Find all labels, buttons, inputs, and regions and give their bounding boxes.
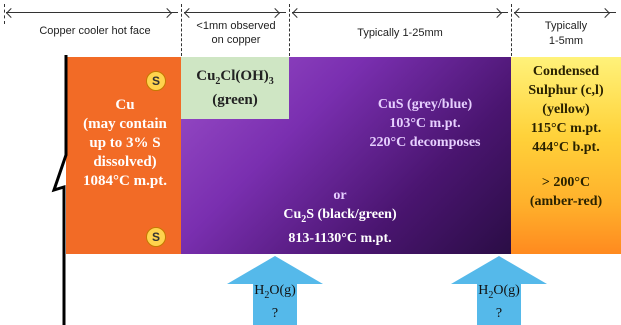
label-sulphur-2: 1-5mm (548, 35, 584, 47)
cu2s-formula: Cu2S (black/green) (283, 207, 397, 225)
boundary-observed (289, 4, 290, 56)
arrow-sulphur (514, 12, 616, 13)
cus-line-2: 103°C m.pt. (389, 116, 461, 131)
boundary-left (4, 4, 5, 24)
cu2s-line-2: 813-1130°C m.pt. (288, 230, 392, 246)
sulphur-text: Condensed Sulphur (c,l) (yellow) 115°C m… (511, 62, 621, 211)
water-arrow-left (227, 256, 323, 325)
sulphur-line-7: (amber-red) (529, 194, 603, 209)
cu2s-text: or Cu2S (black/green) 813-1130°C m.pt. (250, 186, 430, 248)
cu2s-or: or (333, 188, 347, 203)
sulphur-line-4: 115°C m.pt. (530, 121, 602, 136)
arrow-observed (184, 12, 286, 13)
green-box-text: Cu2Cl(OH)3 (green) (181, 67, 289, 110)
water-arrow-right (451, 256, 547, 325)
label-observed-2: on copper (211, 34, 261, 46)
boundary-sulphur (511, 4, 512, 56)
copper-line-5: 1084°C m.pt. (83, 173, 167, 189)
sulphur-line-2: Sulphur (c,l) (528, 83, 604, 98)
sulphur-line-5: 444°C b.pt. (532, 140, 600, 155)
copper-line-2: (may contain (83, 116, 167, 132)
sulphur-line-3: (yellow) (542, 102, 590, 117)
cus-line-1: CuS (grey/blue) (377, 97, 473, 112)
sulphur-line-6: > 200°C (541, 175, 591, 190)
label-copper-face: Copper cooler hot face (20, 25, 170, 38)
sulphur-line-1: Condensed (532, 64, 600, 79)
arrow-typical-range (292, 12, 508, 13)
water-arrow-right-label: H2O(g) ? (478, 283, 520, 321)
arrow-copper-face (6, 12, 178, 13)
copper-line-4: dissolved) (93, 154, 157, 170)
copper-text: Cu (may contain up to 3% S dissolved) 10… (70, 96, 180, 191)
label-sulphur-1: Typically (514, 20, 618, 33)
basic-chloride-box (181, 57, 289, 119)
green-note: (green) (212, 92, 258, 108)
sulphur-region (511, 57, 621, 254)
water-arrow-left-label: H2O(g) ? (254, 283, 296, 321)
boundary-copper (181, 4, 182, 56)
green-formula: Cu2Cl(OH)3 (196, 68, 274, 87)
cus-line-3: 220°C decomposes (369, 135, 481, 150)
label-typical-range: Typically 1-25mm (357, 27, 443, 39)
copper-region (66, 57, 181, 254)
label-observed-1: <1mm observed (184, 20, 288, 33)
copper-line-1: Cu (115, 97, 135, 113)
copper-line-3: up to 3% S (89, 135, 161, 151)
cooler-face-line (51, 55, 68, 325)
cus-text: CuS (grey/blue) 103°C m.pt. 220°C decomp… (340, 95, 510, 152)
sulphur-badge-bottom: S (146, 227, 166, 247)
sulphur-badge-top: S (146, 71, 166, 91)
